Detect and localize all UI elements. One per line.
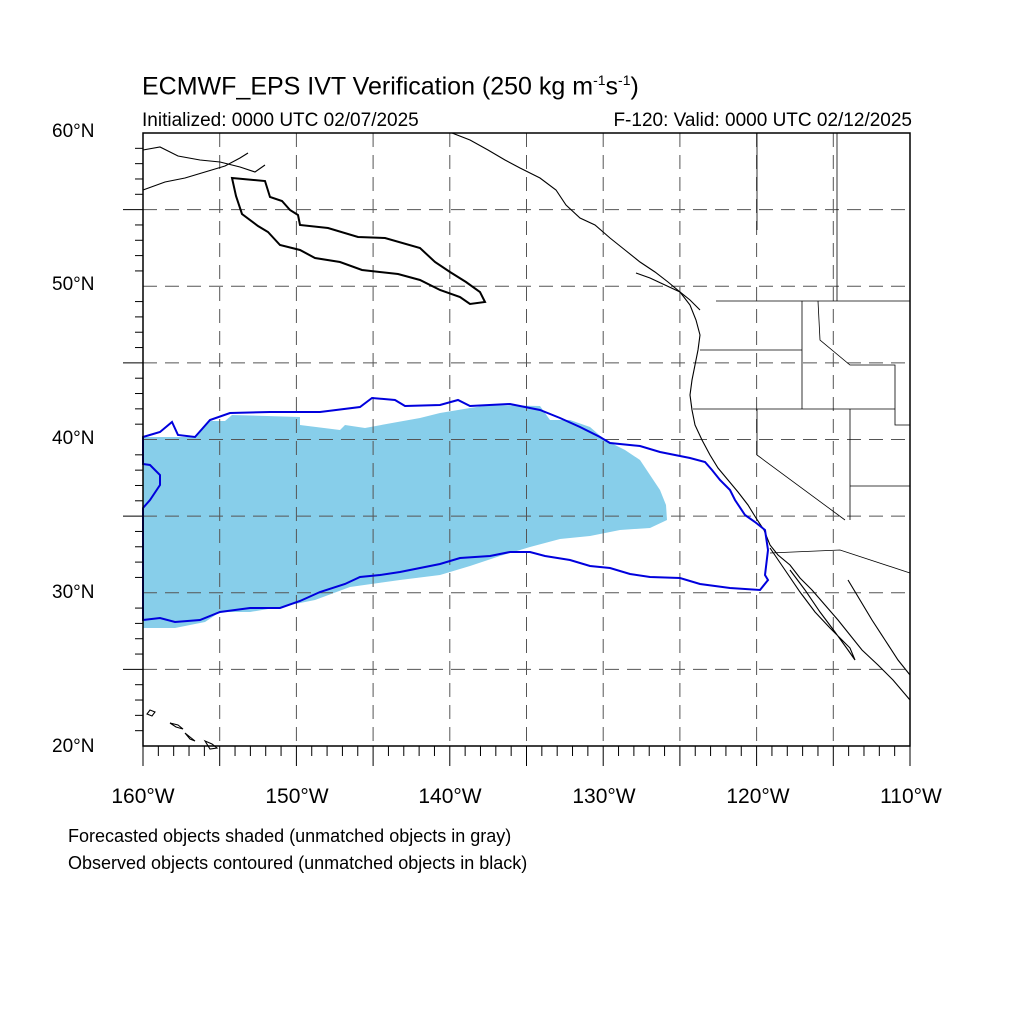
north-america-coast	[451, 132, 911, 701]
lat-label-40n: 40°N	[52, 428, 95, 449]
hawaii-island-3	[184, 732, 196, 742]
hawaii-island-big	[203, 739, 219, 750]
observed-object-matched	[142, 396, 770, 624]
lon-label-120w: 120°W	[726, 785, 790, 808]
lon-label-130w: 130°W	[572, 785, 636, 808]
lat-lon-grid	[143, 133, 910, 746]
lat-label-50n: 50°N	[52, 274, 95, 295]
legend-note-observed: Observed objects contoured (unmatched ob…	[68, 853, 528, 873]
baja-california	[769, 547, 856, 661]
forecast-object-shaded	[143, 405, 667, 628]
political-borders	[693, 133, 911, 574]
us-mexico-border	[769, 549, 911, 574]
lat-label-30n: 30°N	[52, 582, 95, 603]
observed-object-unmatched	[230, 176, 487, 306]
lon-label-110w: 110°W	[880, 785, 942, 808]
alaska-peninsula	[142, 152, 249, 191]
hawaii-island-2	[169, 722, 184, 730]
vancouver-island	[635, 272, 701, 311]
alaska-coast	[142, 146, 266, 173]
lon-label-140w: 140°W	[418, 785, 482, 808]
nv-west-border	[756, 409, 846, 521]
hawaii-island-1	[146, 709, 156, 717]
axis-ticks	[123, 147, 911, 766]
init-time-label: Initialized: 0000 UTC 02/07/2025	[142, 110, 419, 131]
legend-note-forecast: Forecasted objects shaded (unmatched obj…	[68, 826, 512, 846]
mt-border	[817, 300, 910, 426]
lon-label-150w: 150°W	[265, 785, 329, 808]
map-title: ECMWF_EPS IVT Verification (250 kg m-1s-…	[142, 72, 639, 101]
lon-label-160w: 160°W	[111, 785, 175, 808]
coastlines	[142, 132, 911, 750]
lat-label-20n: 20°N	[52, 736, 95, 757]
gulf-of-california	[847, 579, 911, 676]
valid-time-label: F-120: Valid: 0000 UTC 02/12/2025	[613, 110, 912, 131]
lat-label-60n: 60°N	[52, 121, 95, 142]
